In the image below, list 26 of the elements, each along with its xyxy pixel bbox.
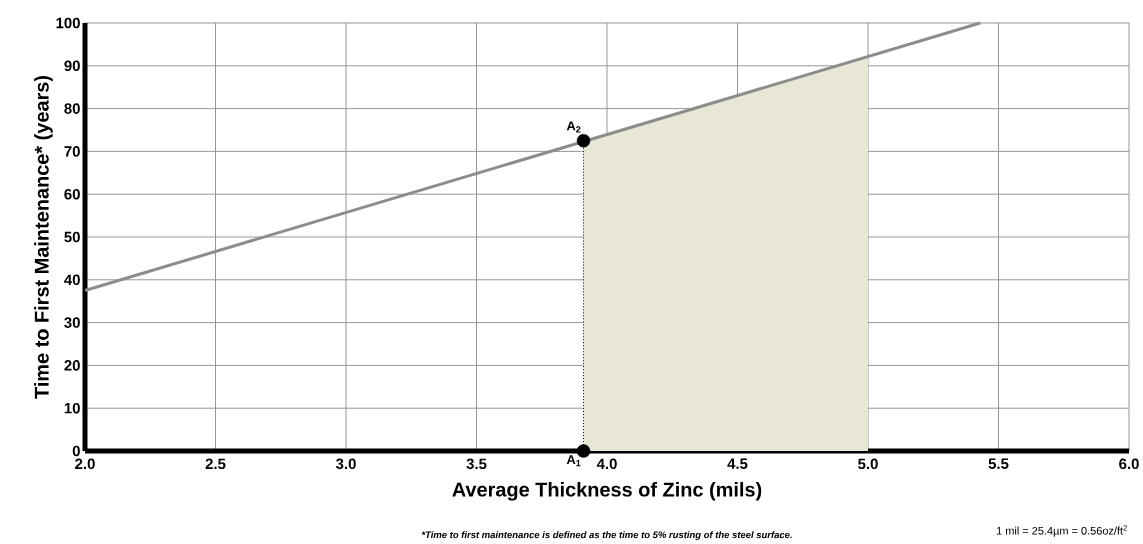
x-tick-label: 2.0 — [75, 458, 95, 470]
y-tick-label: 100 — [56, 17, 80, 29]
y-axis-title: Time to First Maintenance* (years) — [34, 75, 53, 399]
text: *Time to first maintenance is defined as the time to 5% rusting of the steel surface. — [421, 531, 792, 541]
x-tick-label: 5.0 — [858, 458, 878, 470]
y-tick-label: 20 — [64, 360, 80, 371]
y-tick-label: 90 — [64, 60, 80, 72]
y-tick-label: 80 — [64, 103, 80, 114]
y-tick-label: 60 — [64, 188, 80, 200]
x-tick-label: 3.5 — [466, 458, 487, 470]
y-tick-label: 70 — [64, 146, 80, 157]
x-tick-label: 2.5 — [205, 458, 226, 470]
text: 1 mil = 25.4µm = 0.56oz/ft$^{2}$ — [996, 525, 1127, 537]
y-tick-label: 30 — [64, 317, 80, 328]
x-tick-label: 4.5 — [727, 458, 748, 469]
x-tick-label: 3.0 — [335, 458, 356, 470]
x-tick-label: 6.0 — [1119, 458, 1139, 470]
x-tick-label: 4.0 — [596, 458, 617, 470]
x-tick-label: 5.5 — [988, 458, 1009, 469]
y-tick-label: 10 — [64, 402, 80, 414]
y-tick-label: 50 — [64, 231, 80, 243]
annotation: A$_{2}$ — [566, 121, 581, 133]
y-tick-label: 0 — [72, 445, 80, 457]
x-axis-title: Average Thickness of Zinc (mils) — [452, 481, 762, 501]
y-tick-label: 40 — [64, 274, 80, 286]
annotation: A$_{1}$ — [566, 455, 581, 467]
